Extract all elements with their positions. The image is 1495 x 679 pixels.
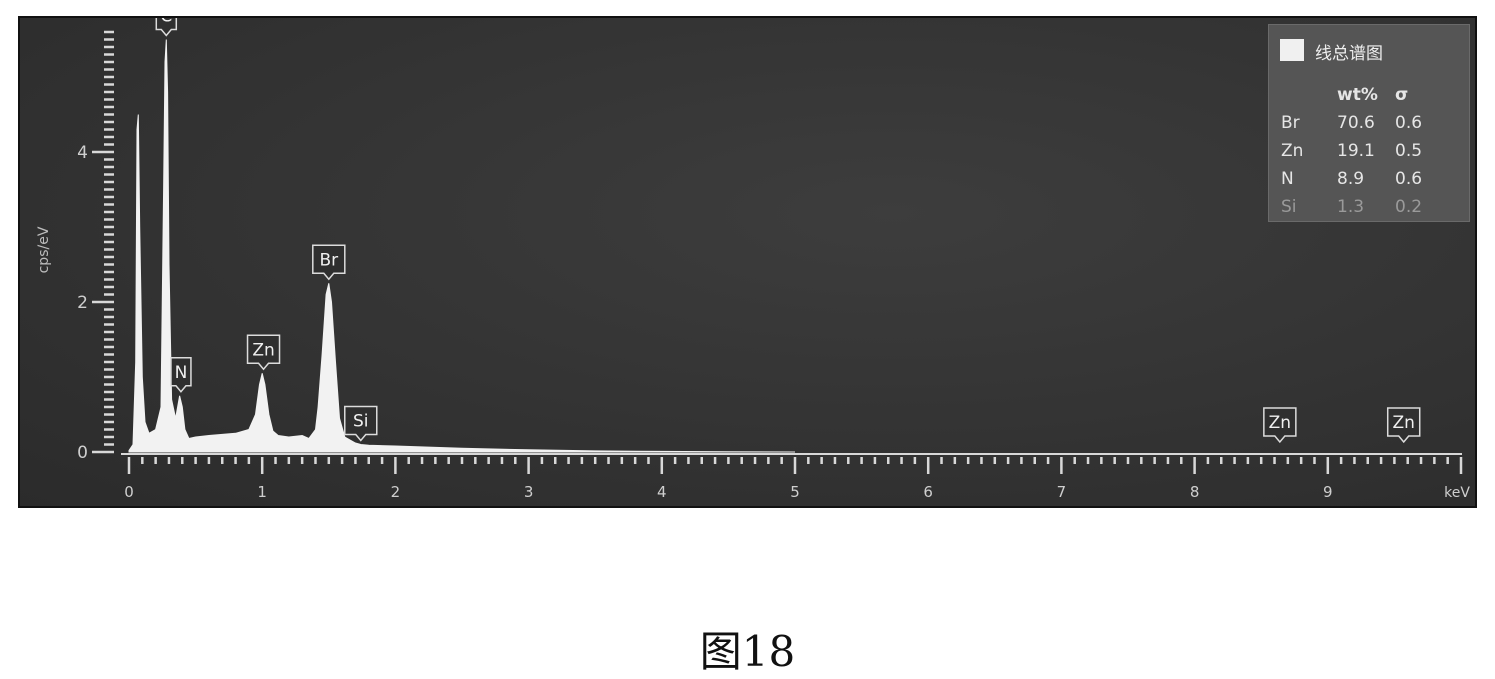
spectrum-plot-area: 0 1 2 3 4 5 6 7 8 9 keV 0 2 4 cps/eV C N Zn Br Si Zn Zn [36,18,1470,501]
x-tick-label: 0 [124,483,134,501]
peak-label: Zn [1269,413,1291,433]
peak-label: N [175,363,188,383]
composition-row: Si 1.3 0.2 [1281,193,1435,221]
header-sigma: σ [1395,85,1409,105]
header-element [1281,81,1337,109]
row-wt: 19.1 [1337,141,1375,161]
composition-row: Br 70.6 0.6 [1281,109,1435,137]
peak-label-box [155,18,178,37]
row-wt: 1.3 [1337,197,1365,217]
legend-swatch [1280,39,1304,61]
peak-label-box [246,334,281,371]
row-element: N [1281,169,1294,189]
x-tick-label: 2 [391,483,401,501]
x-tick-label: 1 [257,483,267,501]
spectrum-area [128,39,796,453]
y-axis-label: cps/eV [36,226,52,273]
peak-label: C [160,18,172,27]
row-element: Zn [1281,141,1304,161]
row-element: Si [1281,197,1297,217]
row-sigma: 0.5 [1395,141,1423,161]
peak-label-box [170,357,192,393]
x-unit-label: keV [1444,485,1470,501]
composition-header-row: wt% σ [1281,81,1435,109]
row-wt: 8.9 [1337,169,1365,189]
peak-label-box [1386,407,1421,444]
composition-table: wt% σ Br 70.6 0.6 Zn 19.1 0.5 N 8.9 0.6 … [1281,81,1435,221]
peak-label: Si [353,412,369,432]
peak-label: Zn [1393,413,1415,433]
legend-title: 线总谱图 [1315,44,1383,64]
x-tick-label: 5 [790,483,800,501]
x-tick-label: 6 [923,483,933,501]
composition-row: Zn 19.1 0.5 [1281,137,1435,165]
y-tick-label: 2 [77,293,88,313]
x-tick-label: 9 [1323,483,1333,501]
y-tick-label: 4 [77,143,88,163]
row-sigma: 0.6 [1395,169,1423,189]
header-wt: wt% [1337,85,1378,105]
peak-label-box [1263,407,1297,444]
x-tick-label: 4 [657,483,667,501]
peak-label: Br [319,250,338,270]
x-tick-label: 8 [1190,483,1200,501]
legend-panel: 线总谱图 wt% σ Br 70.6 0.6 Zn 19.1 0.5 N 8.9… [1268,24,1470,222]
peak-label: Zn [252,340,274,360]
y-tick-label: 0 [77,443,88,463]
row-sigma: 0.2 [1395,197,1423,217]
figure-caption: 图18 [699,627,796,676]
composition-row: N 8.9 0.6 [1281,165,1435,193]
peak-label-box [312,244,346,281]
row-element: Br [1281,113,1300,133]
x-tick-label: 3 [524,483,534,501]
eds-spectrum-chart: 0 1 2 3 4 5 6 7 8 9 keV 0 2 4 cps/eV C N Zn Br Si Zn Zn 线总谱图 … [18,16,1477,508]
row-sigma: 0.6 [1395,113,1423,133]
row-wt: 70.6 [1337,113,1375,133]
x-tick-label: 7 [1057,483,1067,501]
peak-label-box [344,405,378,442]
